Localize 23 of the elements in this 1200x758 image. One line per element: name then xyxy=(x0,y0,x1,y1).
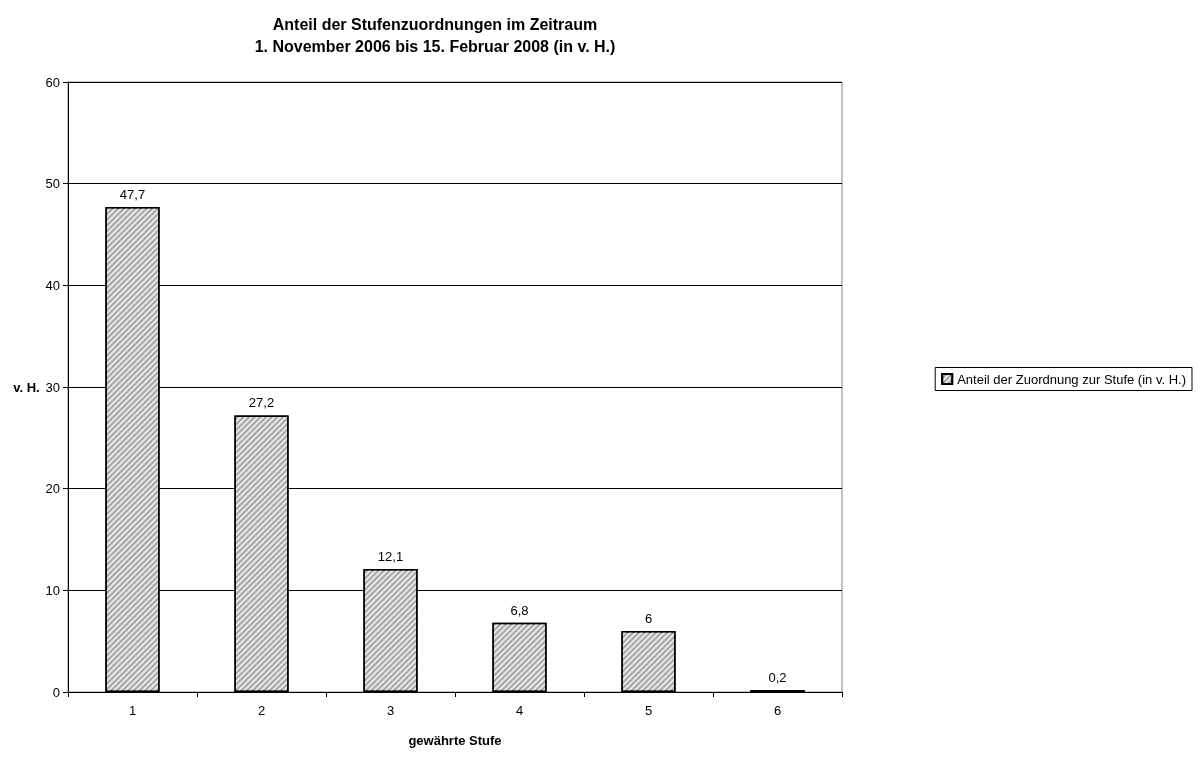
x-tick-label: 4 xyxy=(515,703,524,718)
y-tick-label: 0 xyxy=(52,684,60,700)
x-tick-label: 1 xyxy=(128,703,137,718)
data-label: 6,8 xyxy=(510,602,529,618)
y-tick-label: 60 xyxy=(45,74,60,90)
y-tick-label: 30 xyxy=(45,379,60,395)
legend-label: Anteil der Zuordnung zur Stufe (in v. H.) xyxy=(957,371,1186,387)
y-tick-label: 50 xyxy=(45,176,60,192)
y-tick-label: 20 xyxy=(45,481,60,497)
x-tick-label: 6 xyxy=(773,703,782,718)
y-tick-label: 10 xyxy=(45,582,60,598)
data-label: 12,1 xyxy=(377,548,404,564)
x-axis-title: gewährte Stufe xyxy=(408,733,502,748)
x-tick-label: 2 xyxy=(257,703,266,718)
y-tick-label: 40 xyxy=(45,277,60,293)
data-label: 0,2 xyxy=(768,669,787,685)
x-tick-label: 3 xyxy=(386,703,395,718)
data-label: 27,2 xyxy=(248,395,275,411)
y-axis-title: v. H. xyxy=(13,379,40,395)
chart-title: Anteil der Stufenzuordnungen im Zeitraum 1. November 2006 bis 15. Februar 2008 (in v. H.) xyxy=(254,15,616,55)
data-label: 6 xyxy=(644,611,653,626)
x-tick-label: 5 xyxy=(644,703,653,718)
data-label: 47,7 xyxy=(119,187,146,203)
